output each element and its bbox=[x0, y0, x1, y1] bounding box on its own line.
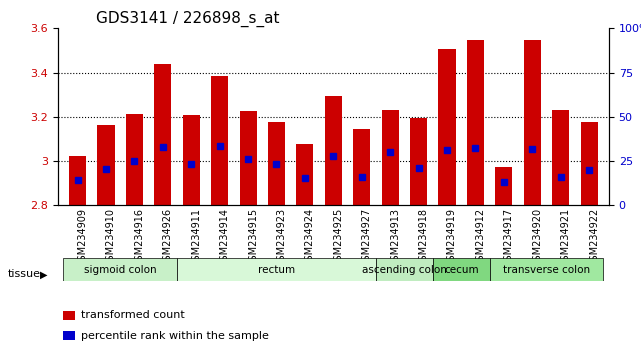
Bar bbox=[410, 118, 427, 205]
Text: GSM234922: GSM234922 bbox=[589, 208, 599, 267]
Text: GSM234909: GSM234909 bbox=[78, 208, 88, 267]
Bar bbox=[154, 64, 171, 205]
Text: GSM234910: GSM234910 bbox=[106, 208, 116, 267]
Text: GDS3141 / 226898_s_at: GDS3141 / 226898_s_at bbox=[96, 11, 279, 27]
Bar bbox=[438, 49, 456, 205]
Bar bbox=[63, 258, 177, 281]
Text: GSM234914: GSM234914 bbox=[220, 208, 229, 267]
Text: GSM234915: GSM234915 bbox=[248, 208, 258, 267]
Text: percentile rank within the sample: percentile rank within the sample bbox=[81, 331, 269, 341]
Text: GSM234921: GSM234921 bbox=[561, 208, 570, 267]
Text: GSM234912: GSM234912 bbox=[476, 208, 485, 267]
Bar bbox=[376, 258, 433, 281]
Text: GSM234919: GSM234919 bbox=[447, 208, 457, 267]
Text: GSM234923: GSM234923 bbox=[276, 208, 287, 267]
Bar bbox=[433, 258, 490, 281]
Bar bbox=[467, 40, 484, 205]
Text: GSM234918: GSM234918 bbox=[419, 208, 429, 267]
Bar bbox=[296, 144, 313, 205]
Text: GSM234925: GSM234925 bbox=[333, 208, 344, 267]
Bar bbox=[490, 258, 603, 281]
Bar bbox=[63, 310, 76, 320]
Bar bbox=[69, 155, 86, 205]
Text: ascending colon: ascending colon bbox=[362, 265, 447, 275]
Bar bbox=[126, 114, 143, 205]
Bar bbox=[183, 115, 200, 205]
Bar bbox=[381, 110, 399, 205]
Text: sigmoid colon: sigmoid colon bbox=[84, 265, 156, 275]
Text: transverse colon: transverse colon bbox=[503, 265, 590, 275]
Bar bbox=[177, 258, 376, 281]
Bar bbox=[240, 111, 256, 205]
Bar bbox=[524, 40, 541, 205]
Text: GSM234927: GSM234927 bbox=[362, 208, 372, 267]
Text: rectum: rectum bbox=[258, 265, 295, 275]
Bar bbox=[353, 129, 370, 205]
Bar bbox=[495, 167, 512, 205]
Bar bbox=[552, 110, 569, 205]
Text: GSM234917: GSM234917 bbox=[504, 208, 514, 267]
Text: GSM234916: GSM234916 bbox=[135, 208, 144, 267]
Bar bbox=[581, 122, 597, 205]
Bar bbox=[97, 125, 115, 205]
Text: GSM234913: GSM234913 bbox=[390, 208, 400, 267]
Text: GSM234926: GSM234926 bbox=[163, 208, 173, 267]
Text: tissue: tissue bbox=[8, 269, 40, 279]
Text: GSM234924: GSM234924 bbox=[305, 208, 315, 267]
Bar bbox=[325, 96, 342, 205]
Text: GSM234920: GSM234920 bbox=[532, 208, 542, 267]
Text: cecum: cecum bbox=[444, 265, 478, 275]
Bar bbox=[268, 122, 285, 205]
Text: GSM234911: GSM234911 bbox=[191, 208, 201, 267]
Bar bbox=[63, 331, 76, 340]
Text: transformed count: transformed count bbox=[81, 310, 185, 320]
Text: ▶: ▶ bbox=[40, 269, 48, 279]
Bar bbox=[211, 76, 228, 205]
